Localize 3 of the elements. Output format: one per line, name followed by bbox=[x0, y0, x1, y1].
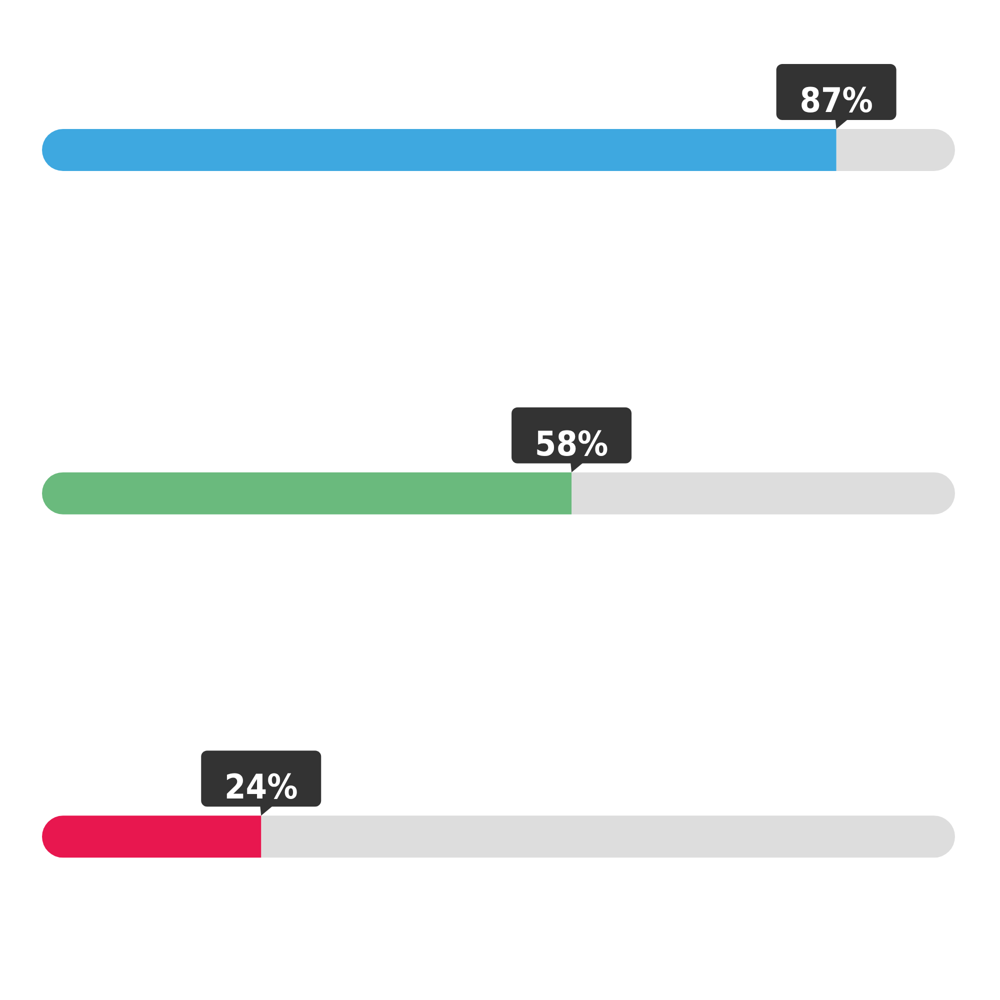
data-label: 87% bbox=[800, 81, 873, 121]
data-label: 24% bbox=[224, 768, 298, 808]
data-label: 58% bbox=[534, 424, 608, 464]
